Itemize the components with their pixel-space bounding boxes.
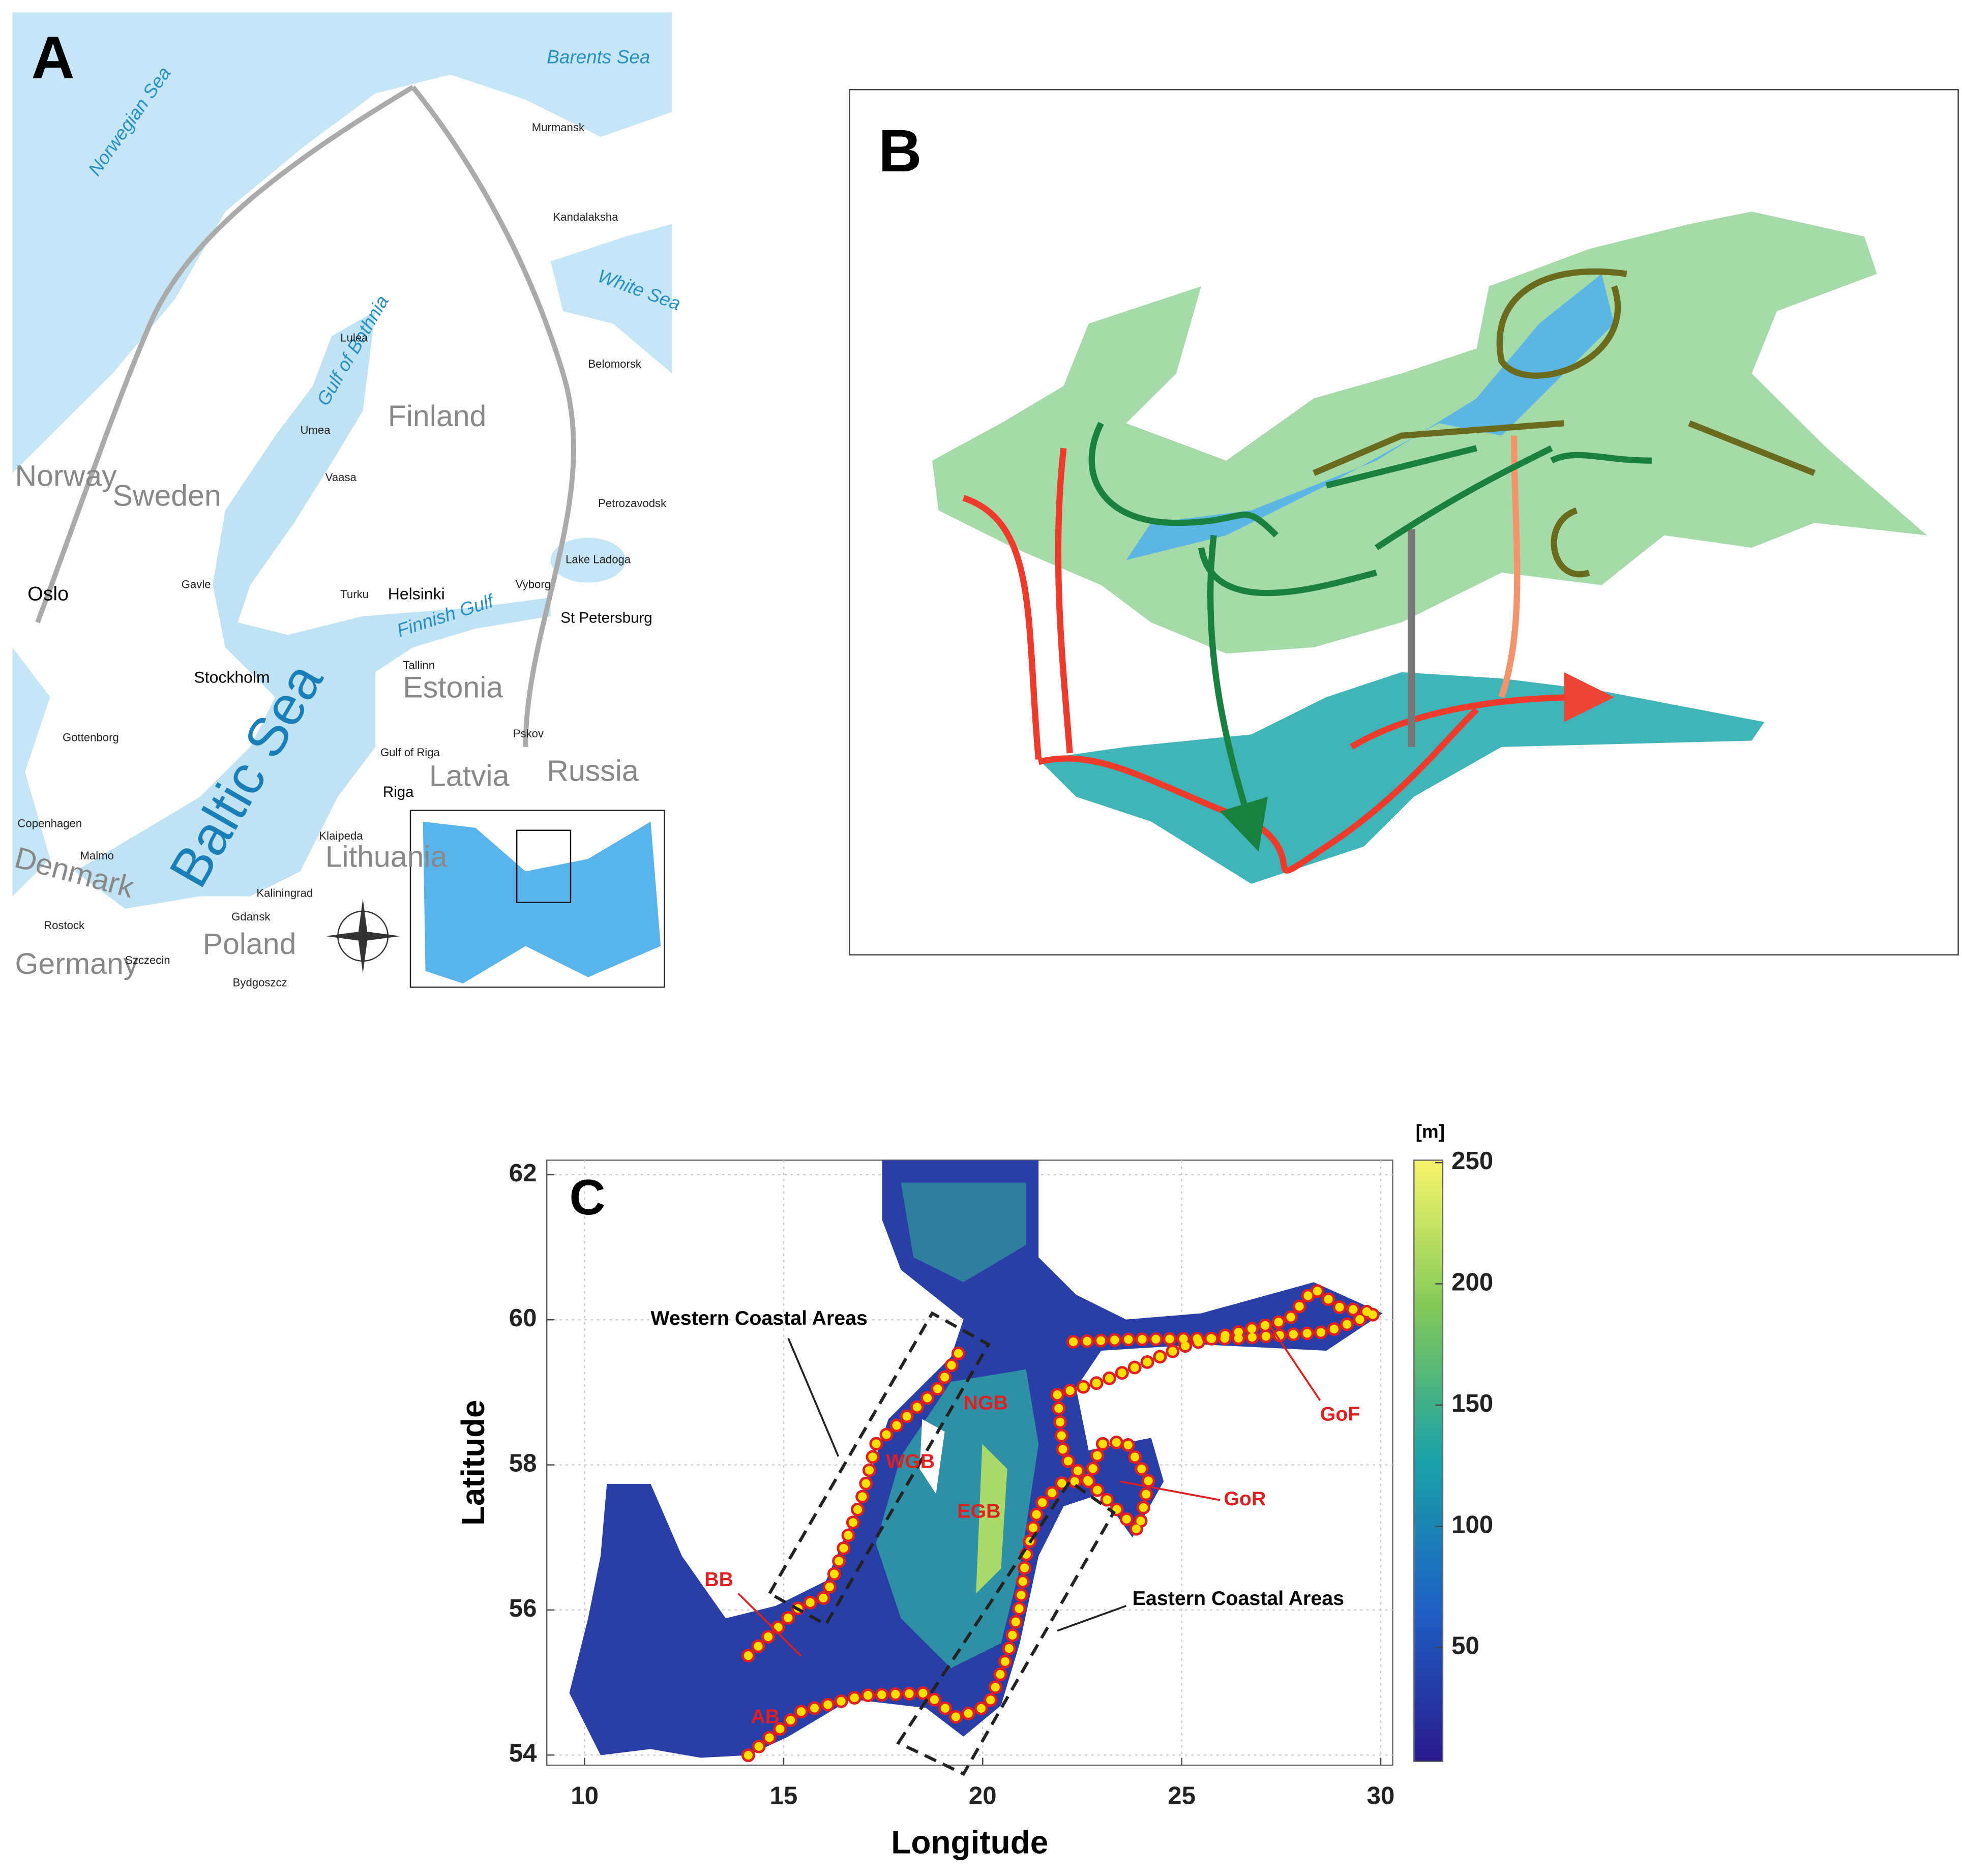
- place: Kaliningrad: [256, 886, 313, 899]
- place: Murmansk: [532, 121, 585, 134]
- x-tick-label: 15: [770, 1782, 798, 1810]
- place: Oslo: [27, 583, 69, 605]
- place: Lulea: [340, 332, 368, 344]
- annotation: AB: [751, 1706, 780, 1728]
- coast-points: [744, 1282, 1393, 1760]
- deep-basin: [876, 1369, 1039, 1669]
- annotation: GoR: [1224, 1487, 1266, 1510]
- colorbar-tick-label: 150: [1451, 1390, 1493, 1417]
- panel-label: C: [570, 1169, 606, 1225]
- place: Szczecin: [125, 954, 170, 967]
- annotation: GoF: [1320, 1403, 1360, 1425]
- panel-label: A: [32, 24, 75, 91]
- deep-basin: [976, 1444, 1007, 1594]
- colorbar-tick-label: 100: [1451, 1511, 1493, 1538]
- place: Pskov: [513, 727, 544, 740]
- y-tick-label: 62: [509, 1159, 537, 1187]
- place: Estonia: [403, 671, 503, 704]
- place: Petrozavodsk: [598, 497, 667, 510]
- x-tick-label: 10: [571, 1782, 599, 1810]
- lake: [550, 538, 626, 583]
- place: Barents Sea: [547, 47, 650, 68]
- compass: [325, 899, 401, 974]
- inset-box: [516, 829, 572, 903]
- place: Vyborg: [516, 578, 551, 590]
- panel-c: C Western Coastal Areas Eastern Coastal …: [455, 1121, 1494, 1860]
- leader: [787, 1337, 840, 1457]
- current: [1313, 268, 1816, 578]
- place: Poland: [203, 928, 296, 961]
- place: Finland: [388, 400, 487, 433]
- island: [919, 1419, 945, 1494]
- place: Gottenborg: [63, 731, 119, 743]
- sea: [12, 647, 50, 897]
- y-axis-label: Latitude: [455, 1400, 491, 1526]
- place: Helsinki: [388, 585, 445, 603]
- baltic: [75, 311, 551, 909]
- annotation: NGB: [964, 1392, 1008, 1414]
- annotation: EGB: [957, 1500, 1000, 1523]
- place: Umea: [301, 424, 331, 436]
- bothnia: [901, 1182, 1026, 1283]
- place: Gulf of Riga: [380, 746, 440, 759]
- place: Germany: [15, 947, 139, 980]
- region-box: [896, 1479, 1116, 1776]
- x-tick-label: 25: [1168, 1782, 1196, 1810]
- place: Sweden: [112, 480, 221, 513]
- place: Norway: [15, 460, 117, 493]
- place: Gavle: [182, 578, 211, 590]
- place: Tallinn: [403, 659, 435, 671]
- leader: [1057, 1605, 1127, 1632]
- place: Russia: [547, 755, 639, 788]
- current: [1498, 435, 1521, 698]
- y-tick-label: 54: [509, 1740, 537, 1767]
- annotation: Western Coastal Areas: [650, 1307, 867, 1329]
- place: Rostock: [44, 919, 85, 932]
- border: [35, 85, 576, 747]
- annotation: WGB: [886, 1450, 935, 1473]
- colorbar-unit: [m]: [1416, 1121, 1445, 1142]
- place: Latvia: [429, 760, 510, 793]
- place: Klaipeda: [319, 829, 363, 842]
- panel-label: B: [878, 117, 921, 184]
- leader: [737, 1325, 1321, 1657]
- x-tick-label: 30: [1367, 1782, 1395, 1810]
- y-tick-label: 56: [509, 1595, 537, 1622]
- x-tick-label: 20: [969, 1782, 997, 1810]
- sea: [12, 12, 672, 473]
- place: Turku: [340, 588, 369, 601]
- place: Riga: [383, 784, 414, 800]
- x-axis-label: Longitude: [891, 1824, 1048, 1861]
- current: [1088, 422, 1652, 828]
- annotation: BB: [704, 1568, 733, 1591]
- colorbar: [1413, 1159, 1444, 1763]
- current: [962, 448, 1589, 874]
- place: Lithuania: [325, 841, 448, 874]
- place: Kandalaksha: [553, 211, 619, 223]
- place: Belomorsk: [588, 358, 642, 370]
- annotation: Eastern Coastal Areas: [1133, 1587, 1344, 1610]
- y-tick-label: 60: [509, 1304, 537, 1332]
- white-sea: [550, 224, 672, 374]
- place: Vaasa: [325, 471, 357, 484]
- panel-a: A Barents Sea Norwegian Sea White Sea Gu…: [11, 12, 683, 994]
- place: Lake Ladoga: [566, 553, 631, 565]
- place: St Petersburg: [560, 609, 652, 626]
- colorbar-tick-label: 50: [1451, 1632, 1479, 1660]
- region-box: [767, 1311, 991, 1627]
- place: Copenhagen: [17, 817, 82, 829]
- panel-b: B: [849, 89, 1959, 956]
- place: Bydgoszcz: [233, 976, 287, 989]
- colorbar-tick-label: 250: [1451, 1147, 1493, 1175]
- y-tick-label: 58: [509, 1450, 537, 1477]
- place: Stockholm: [194, 668, 270, 687]
- deep-sea: [1126, 274, 1614, 560]
- place: Gdansk: [231, 910, 271, 923]
- coast-points: [744, 1340, 968, 1660]
- colorbar-tick-label: 200: [1451, 1269, 1493, 1296]
- place: Malmo: [80, 849, 113, 862]
